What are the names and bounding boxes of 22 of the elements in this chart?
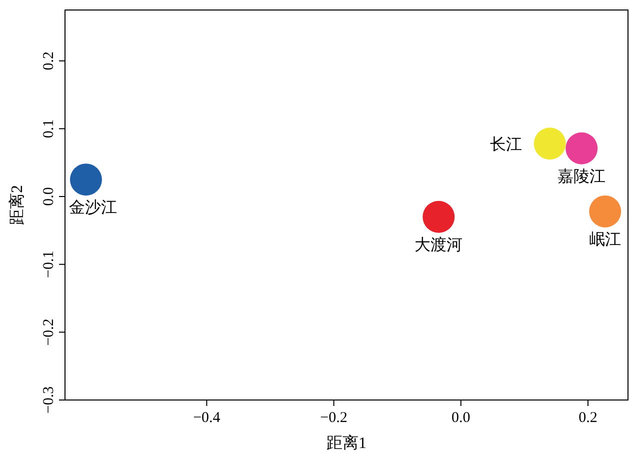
series-label: 嘉陵江: [558, 167, 606, 186]
series-label: 大渡河: [414, 236, 463, 254]
y-tick-label: −0.3: [41, 386, 57, 414]
x-tick-label: 0.0: [452, 410, 470, 426]
point: [566, 132, 598, 164]
point: [589, 195, 622, 228]
y-tick-label: 0.1: [41, 119, 57, 138]
point: [70, 164, 102, 196]
y-tick-label: −0.2: [41, 318, 57, 346]
y-tick-label: 0.2: [41, 51, 57, 70]
series-label: 岷江: [589, 231, 622, 248]
y-tick-label: −0.1: [41, 250, 57, 278]
x-tick-label: −0.4: [193, 410, 221, 426]
y-tick-label: 0.0: [41, 187, 57, 206]
point: [422, 200, 455, 233]
y-axis-title: 距离2: [8, 185, 26, 225]
x-tick-label: −0.2: [320, 410, 348, 426]
series-label: 金沙江: [69, 198, 117, 217]
x-tick-label: 0.2: [578, 410, 598, 426]
point: [534, 128, 566, 160]
series-label: 长江: [490, 136, 522, 154]
x-axis-title: 距离1: [326, 434, 366, 452]
